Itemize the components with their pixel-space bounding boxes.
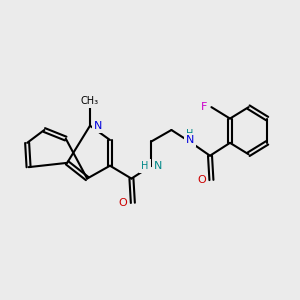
Text: CH₃: CH₃: [81, 96, 99, 106]
Text: H: H: [186, 129, 194, 139]
Text: H: H: [142, 161, 149, 171]
Text: N: N: [94, 121, 103, 131]
Text: N: N: [186, 135, 194, 145]
Text: O: O: [118, 198, 127, 208]
Text: N: N: [154, 161, 162, 171]
Text: F: F: [201, 102, 207, 112]
Text: O: O: [197, 175, 206, 185]
